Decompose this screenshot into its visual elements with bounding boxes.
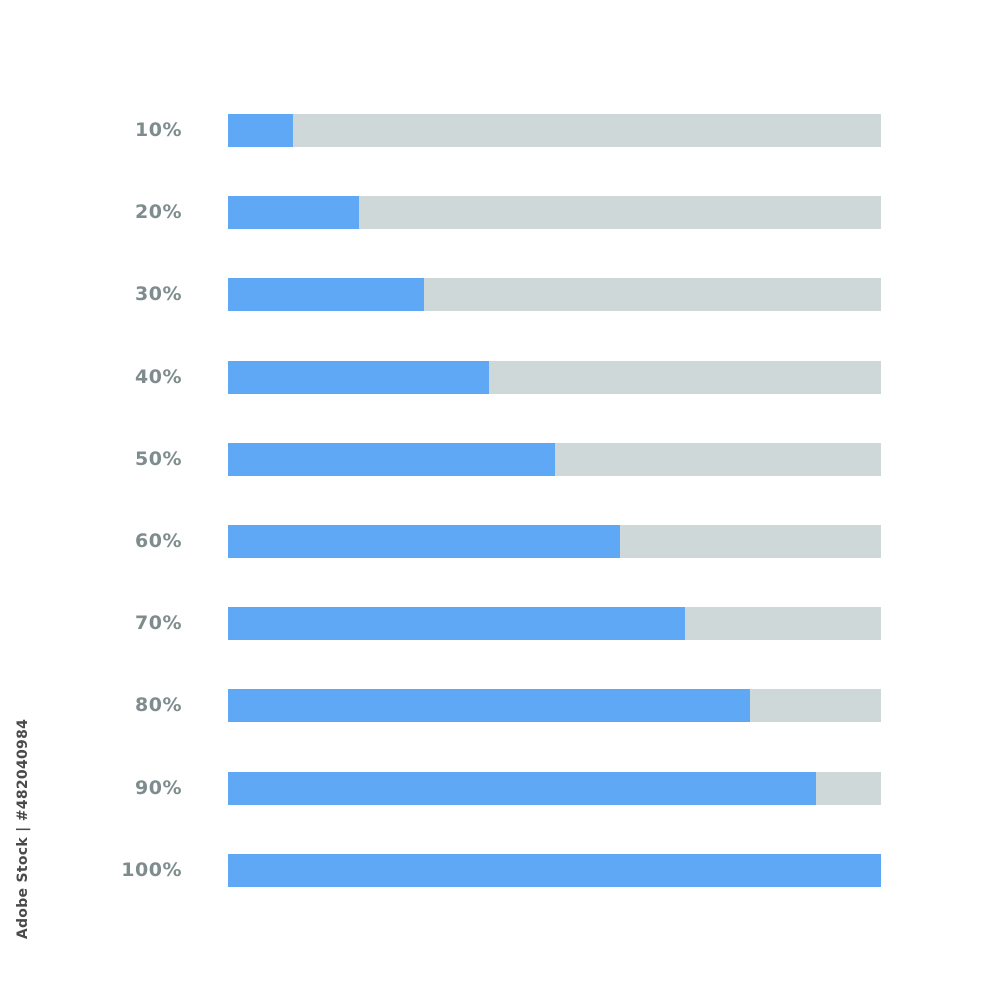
progress-label: 10% (135, 119, 182, 141)
progress-track (228, 278, 881, 311)
progress-label: 80% (135, 694, 182, 716)
progress-row: 60% (0, 525, 1000, 558)
stock-id-text: Adobe Stock | #482040984 (15, 718, 31, 939)
progress-fill (228, 361, 489, 394)
progress-label: 90% (135, 777, 182, 799)
progress-row: 40% (0, 361, 1000, 394)
progress-label: 50% (135, 448, 182, 470)
progress-row: 80% (0, 689, 1000, 722)
progress-track (228, 361, 881, 394)
progress-fill (228, 278, 424, 311)
progress-row: 50% (0, 443, 1000, 476)
progress-track (228, 525, 881, 558)
progress-fill (228, 525, 620, 558)
progress-row: 20% (0, 196, 1000, 229)
stock-id-watermark: Adobe Stock | #482040984 (13, 718, 33, 938)
progress-label: 20% (135, 201, 182, 223)
progress-fill (228, 114, 293, 147)
progress-track (228, 772, 881, 805)
progress-label: 30% (135, 283, 182, 305)
progress-label: 70% (135, 612, 182, 634)
progress-row: 90% (0, 772, 1000, 805)
progress-label: 60% (135, 530, 182, 552)
progress-label: 40% (135, 366, 182, 388)
progress-track (228, 443, 881, 476)
progress-row: 10% (0, 114, 1000, 147)
progress-fill (228, 196, 359, 229)
progress-fill (228, 772, 816, 805)
progress-fill (228, 854, 881, 887)
progress-fill (228, 689, 750, 722)
progress-row: 100% (0, 854, 1000, 887)
progress-track (228, 196, 881, 229)
progress-track (228, 854, 881, 887)
progress-fill (228, 443, 555, 476)
progress-track (228, 114, 881, 147)
progress-fill (228, 607, 685, 640)
progress-track (228, 607, 881, 640)
progress-label: 100% (121, 859, 182, 881)
progress-row: 30% (0, 278, 1000, 311)
progress-track (228, 689, 881, 722)
progress-row: 70% (0, 607, 1000, 640)
